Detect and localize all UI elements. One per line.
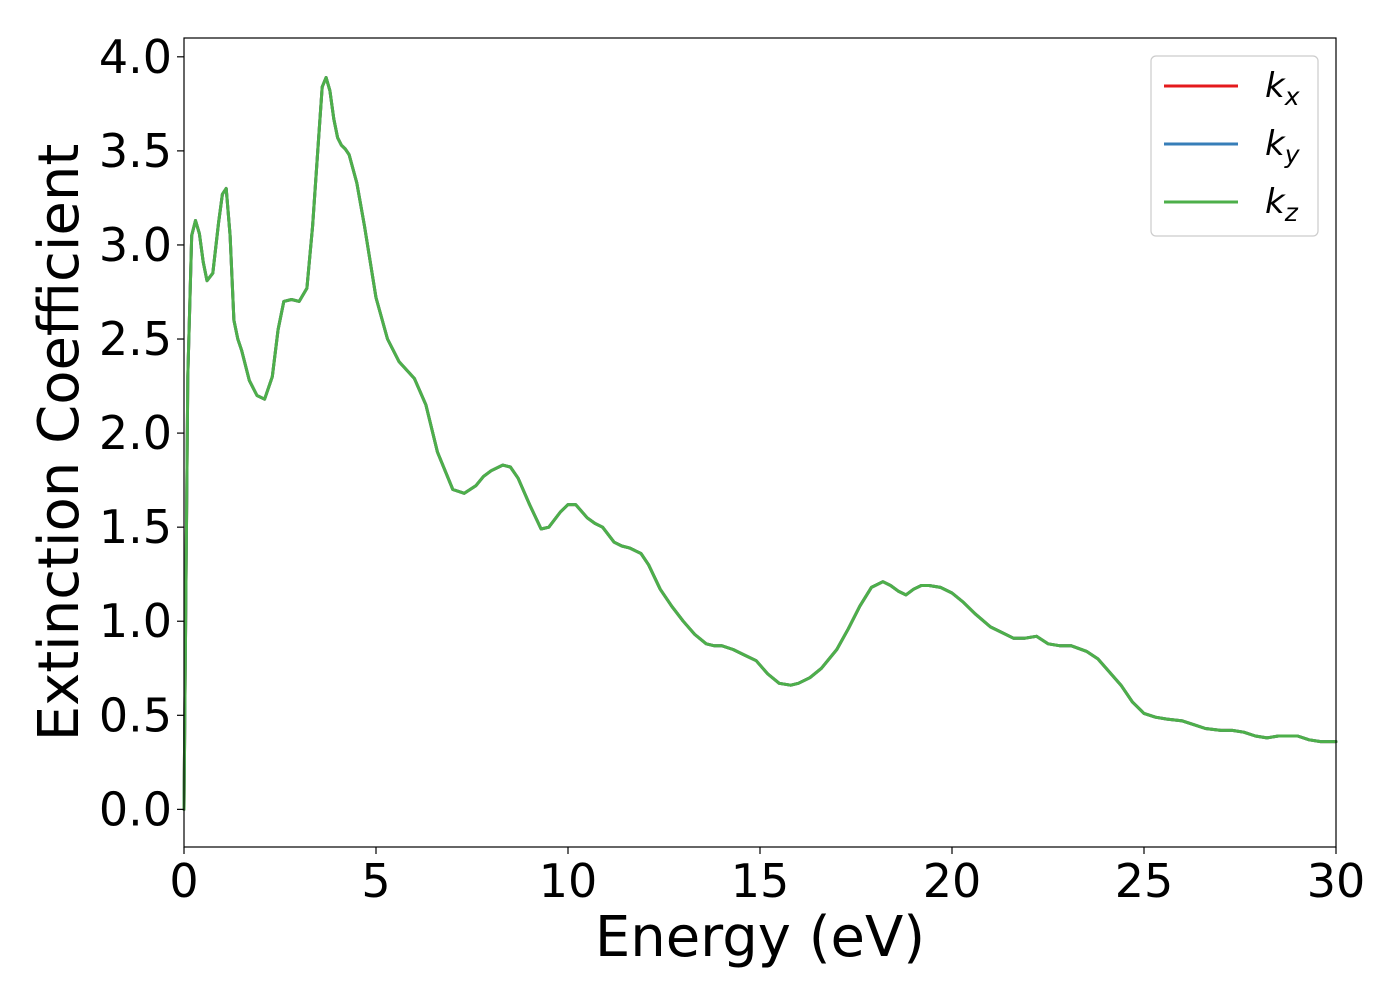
legend-label-subscript: z [1284,198,1299,227]
y-tick-label: 3.5 [99,124,172,178]
y-tick-label: 0.0 [99,782,172,836]
x-axis-title: Energy (eV) [595,905,925,970]
legend-label-kz: kz [1265,182,1299,227]
x-axis-ticks: 0 5 10 15 20 25 30 [169,847,1365,908]
x-tick-label: 30 [1307,854,1366,908]
y-tick-label: 3.0 [99,218,172,272]
y-tick-label: 2.5 [99,312,172,366]
y-tick-label: 1.5 [99,500,172,554]
x-tick-label: 5 [361,854,390,908]
y-tick-label: 0.5 [99,688,172,742]
series-layer [182,76,1338,811]
y-axis-ticks: 0.0 0.5 1.0 1.5 2.0 2.5 3.0 3.5 4.0 [99,30,184,836]
legend-label-subscript: x [1284,82,1300,111]
x-tick-label: 25 [1115,854,1174,908]
legend-label-base: k [1265,66,1286,106]
x-tick-label: 15 [731,854,790,908]
legend-label-base: k [1265,124,1286,164]
legend-label-subscript: y [1284,140,1301,169]
legend-label-ky: ky [1265,124,1301,169]
x-tick-label: 0 [169,854,198,908]
series-line-kz [182,76,1338,811]
y-tick-label: 2.0 [99,406,172,460]
y-tick-label: 4.0 [99,30,172,84]
y-axis-title: Extinction Coefficient [27,144,92,742]
x-tick-label: 10 [539,854,598,908]
legend-box [1150,55,1319,237]
legend-label-kx: kx [1265,66,1300,111]
x-tick-label: 20 [923,854,982,908]
y-tick-label: 1.0 [99,594,172,648]
legend-label-base: k [1265,182,1286,222]
